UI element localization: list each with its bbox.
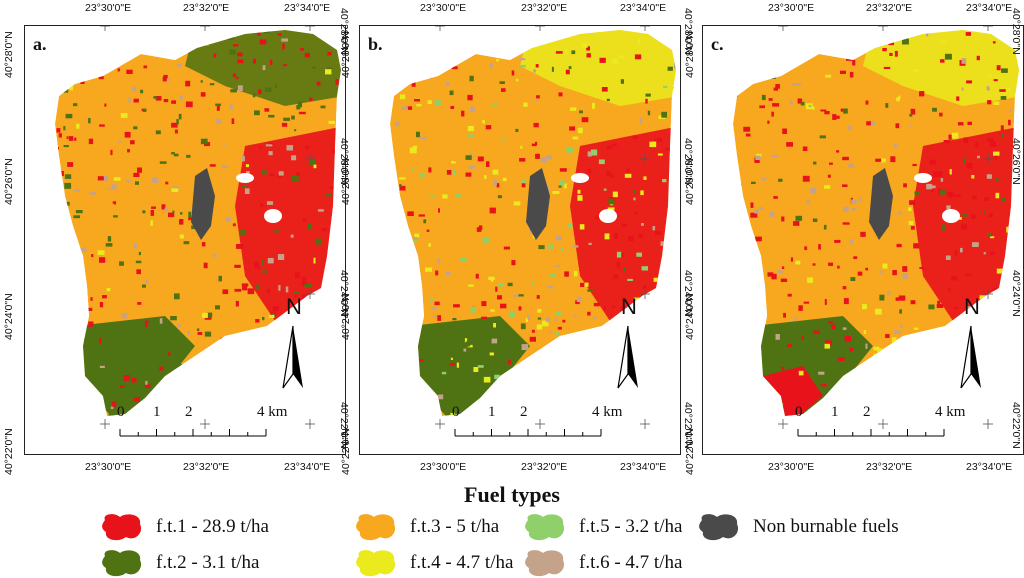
lon-label-top: 23°30'0"E xyxy=(768,2,815,14)
scale-label: 4 km xyxy=(935,404,966,420)
legend-swatch xyxy=(102,550,142,577)
scale-label: 0 xyxy=(452,404,460,420)
legend-swatch xyxy=(699,514,739,541)
scale-label: 1 xyxy=(831,404,839,420)
lat-label-left: 40°22'0"N xyxy=(3,428,15,475)
lon-label-bottom: 23°32'0"E xyxy=(866,461,913,473)
scale-label: 1 xyxy=(488,404,496,420)
north-arrow-icon xyxy=(282,325,303,389)
map-canvas xyxy=(55,26,341,437)
legend-item-ft2: f.t.2 - 3.1 t/ha xyxy=(100,548,259,578)
lat-label-left: 40°24'0"N xyxy=(340,293,352,340)
legend-label: f.t.4 - 4.7 t/ha xyxy=(410,552,514,573)
lat-label-left: 40°22'0"N xyxy=(340,428,352,475)
lat-label-left: 40°26'0"N xyxy=(684,158,696,205)
map-panel-b: b. 0 1 2 4 km N xyxy=(359,25,681,455)
north-label: N xyxy=(964,294,980,319)
lon-label-top: 23°34'0"E xyxy=(966,2,1013,14)
legend-item-ft1: f.t.1 - 28.9 t/ha xyxy=(100,512,269,542)
lon-label-bottom: 23°32'0"E xyxy=(521,461,568,473)
lat-label-left: 40°24'0"N xyxy=(684,293,696,340)
north-arrow-icon xyxy=(617,325,638,389)
scale-bar xyxy=(454,429,602,437)
panel-label: a. xyxy=(33,34,47,54)
legend-item-ft4: f.t.4 - 4.7 t/ha xyxy=(354,548,513,578)
legend-title: Fuel types xyxy=(464,482,560,507)
legend-swatch xyxy=(525,550,565,577)
lat-label-left: 40°22'0"N xyxy=(684,428,696,475)
lon-label-top: 23°34'0"E xyxy=(620,2,667,14)
legend-label: f.t.2 - 3.1 t/ha xyxy=(156,552,260,573)
legend-label: Non burnable fuels xyxy=(753,516,899,537)
scale-label: 2 xyxy=(185,404,193,420)
lon-label-bottom: 23°30'0"E xyxy=(85,461,132,473)
north-arrow-icon xyxy=(960,325,981,389)
legend-item-nonburnable: Non burnable fuels xyxy=(697,512,899,542)
lat-label-left: 40°28'0"N xyxy=(3,31,15,78)
lon-label-top: 23°34'0"E xyxy=(284,2,331,14)
legend-label: f.t.5 - 3.2 t/ha xyxy=(579,516,683,537)
lon-label-bottom: 23°34'0"E xyxy=(966,461,1013,473)
scale-label: 4 km xyxy=(592,404,623,420)
scale-label: 2 xyxy=(520,404,528,420)
lat-label-left: 40°28'0"N xyxy=(340,31,352,78)
north-label: N xyxy=(621,294,637,319)
lat-label-left: 40°24'0"N xyxy=(3,293,15,340)
scale-label: 1 xyxy=(153,404,161,420)
lon-label-bottom: 23°34'0"E xyxy=(284,461,331,473)
lat-label-right: 40°28'0"N xyxy=(1010,8,1022,55)
map-canvas xyxy=(390,26,676,437)
lon-label-bottom: 23°30'0"E xyxy=(420,461,467,473)
map-panel-c: c. 0 1 2 4 km N xyxy=(702,25,1024,455)
legend-label: f.t.6 - 4.7 t/ha xyxy=(579,552,683,573)
lat-label-right: 40°22'0"N xyxy=(1010,402,1022,449)
legend-item-ft5: f.t.5 - 3.2 t/ha xyxy=(523,512,682,542)
legend-item-ft6: f.t.6 - 4.7 t/ha xyxy=(523,548,682,578)
lon-label-top: 23°32'0"E xyxy=(521,2,568,14)
lon-label-bottom: 23°30'0"E xyxy=(768,461,815,473)
legend-label: f.t.3 - 5 t/ha xyxy=(410,516,500,537)
legend-swatch xyxy=(356,514,396,541)
legend-swatch xyxy=(356,550,396,577)
scale-bar xyxy=(797,429,945,437)
lat-label-right: 40°24'0"N xyxy=(1010,270,1022,317)
lon-label-bottom: 23°32'0"E xyxy=(183,461,230,473)
map-canvas xyxy=(733,26,1019,437)
panel-label: b. xyxy=(368,34,383,54)
scale-label: 2 xyxy=(863,404,871,420)
legend-item-ft3: f.t.3 - 5 t/ha xyxy=(354,512,499,542)
legend-swatch xyxy=(525,514,565,541)
scale-label: 4 km xyxy=(257,404,288,420)
north-label: N xyxy=(286,294,302,319)
lon-label-top: 23°32'0"E xyxy=(183,2,230,14)
lon-label-top: 23°32'0"E xyxy=(866,2,913,14)
lon-label-bottom: 23°34'0"E xyxy=(620,461,667,473)
lon-label-top: 23°30'0"E xyxy=(85,2,132,14)
lat-label-right: 40°26'0"N xyxy=(1010,138,1022,185)
lat-label-left: 40°26'0"N xyxy=(340,158,352,205)
panel-label: c. xyxy=(711,34,724,54)
scale-label: 0 xyxy=(795,404,803,420)
legend-label: f.t.1 - 28.9 t/ha xyxy=(156,516,269,537)
lat-label-left: 40°26'0"N xyxy=(3,158,15,205)
map-panel-a: a. 0 1 2 4 km N xyxy=(24,25,346,455)
legend-swatch xyxy=(102,514,142,541)
lon-label-top: 23°30'0"E xyxy=(420,2,467,14)
scale-label: 0 xyxy=(117,404,125,420)
lat-label-left: 40°28'0"N xyxy=(684,31,696,78)
scale-bar xyxy=(119,429,267,437)
